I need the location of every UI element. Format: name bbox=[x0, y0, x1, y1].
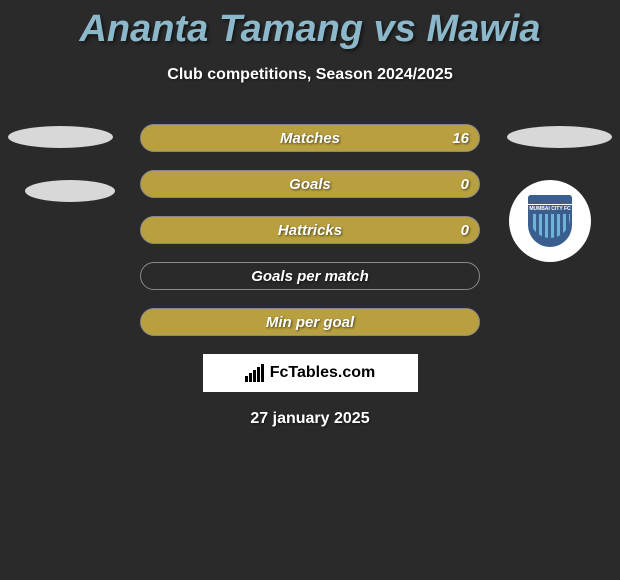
club-badge: MUMBAI CITY FC bbox=[509, 180, 591, 262]
logo-text: FcTables.com bbox=[270, 364, 376, 382]
comparison-title: Ananta Tamang vs Mawia bbox=[0, 0, 620, 51]
stat-bar-goals: Goals 0 bbox=[140, 170, 480, 198]
left-decoration-1 bbox=[8, 126, 113, 148]
generation-date: 27 january 2025 bbox=[0, 410, 620, 428]
stat-bar-matches: Matches 16 bbox=[140, 124, 480, 152]
stat-value: 16 bbox=[452, 130, 469, 147]
badge-text: MUMBAI CITY FC bbox=[529, 206, 570, 212]
stat-value: 0 bbox=[461, 176, 469, 193]
badge-shield: MUMBAI CITY FC bbox=[528, 195, 572, 247]
stat-label: Goals bbox=[289, 176, 331, 193]
stat-bar-min-per-goal: Min per goal bbox=[140, 308, 480, 336]
right-decoration bbox=[507, 126, 612, 148]
stat-bar-goals-per-match: Goals per match bbox=[140, 262, 480, 290]
season-subtitle: Club competitions, Season 2024/2025 bbox=[0, 66, 620, 84]
stats-container: Matches 16 Goals 0 Hattricks 0 Goals per… bbox=[140, 124, 480, 336]
stat-label: Min per goal bbox=[266, 314, 354, 331]
stat-label: Goals per match bbox=[251, 268, 369, 285]
left-decoration-2 bbox=[25, 180, 115, 202]
stat-value: 0 bbox=[461, 222, 469, 239]
stat-label: Matches bbox=[280, 130, 340, 147]
chart-icon bbox=[245, 364, 265, 382]
stat-label: Hattricks bbox=[278, 222, 342, 239]
fctables-logo[interactable]: FcTables.com bbox=[203, 354, 418, 392]
stat-bar-hattricks: Hattricks 0 bbox=[140, 216, 480, 244]
